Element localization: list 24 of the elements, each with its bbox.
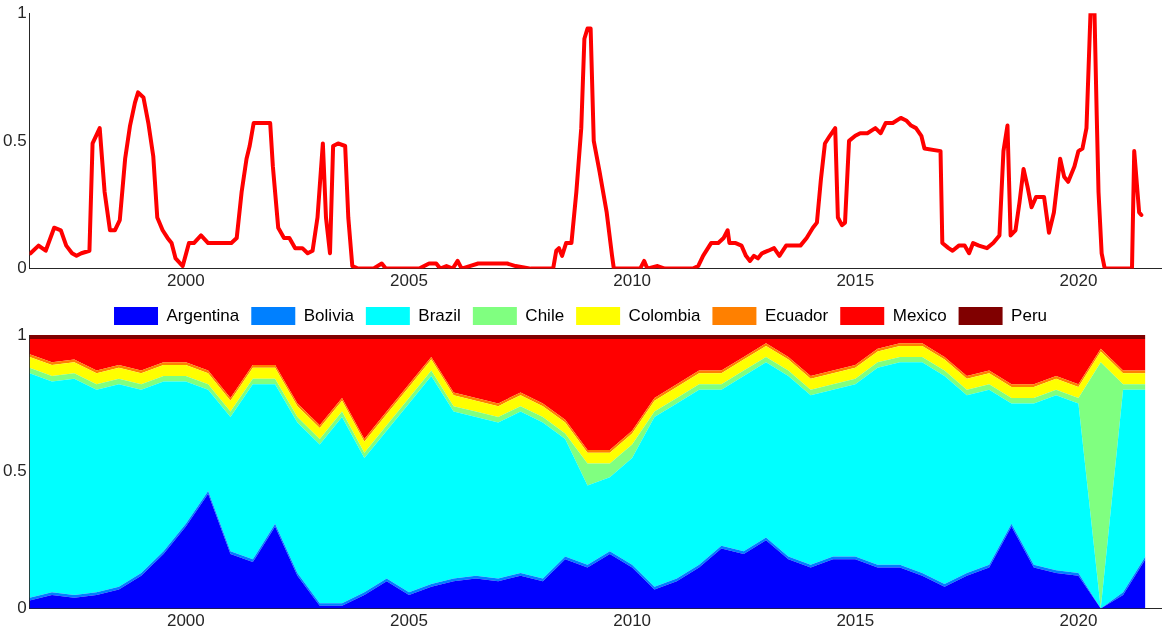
x-tick-label: 2015 <box>836 611 875 631</box>
legend-label: Colombia <box>628 305 701 325</box>
legend-label: Brazil <box>418 305 461 325</box>
legend-label: Mexico <box>892 305 947 325</box>
x-tick-label: 2020 <box>1059 271 1098 291</box>
x-tick-label: 2000 <box>166 271 205 291</box>
x-tick-label: 2005 <box>390 271 428 291</box>
legend-label: Peru <box>1011 305 1047 325</box>
x-tick-label: 2010 <box>613 271 652 291</box>
y-tick-label: 0.5 <box>2 461 27 481</box>
y-tick-label: 1 <box>17 324 27 344</box>
y-tick-label: 0 <box>17 258 27 278</box>
x-tick-label: 2005 <box>390 611 428 631</box>
legend-label: Argentina <box>166 305 240 325</box>
y-tick-label: 0.5 <box>2 130 27 150</box>
y-tick-label: 1 <box>17 2 27 22</box>
legend-label: Ecuador <box>764 305 829 325</box>
x-tick-label: 2015 <box>836 271 875 291</box>
x-tick-label: 2010 <box>613 611 652 631</box>
x-tick-label: 2000 <box>166 611 205 631</box>
y-tick-label: 0 <box>17 598 27 618</box>
legend-label: Bolivia <box>303 305 355 325</box>
x-tick-label: 2020 <box>1059 611 1098 631</box>
legend-label: Chile <box>525 305 565 325</box>
